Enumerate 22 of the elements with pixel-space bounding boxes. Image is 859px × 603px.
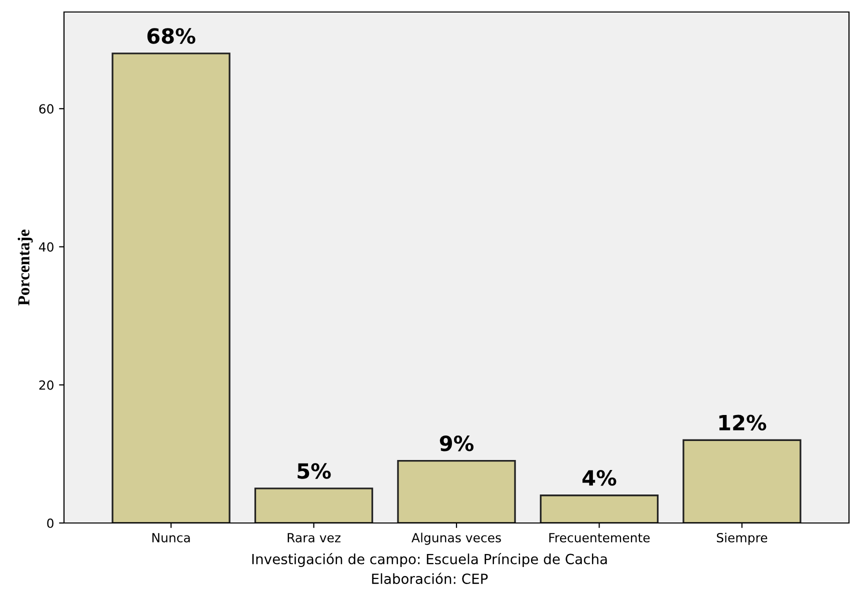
data-label: 5% <box>298 463 331 479</box>
y-axis-title: Porcentaje <box>18 230 33 306</box>
data-label: 9% <box>440 436 474 452</box>
data-label: 4% <box>582 470 616 486</box>
x-tick-label: Algunas veces <box>412 532 501 545</box>
data-label: 12% <box>719 414 766 431</box>
x-tick-label: Siempre <box>716 532 768 545</box>
y-tick-label: 20 <box>39 380 54 390</box>
bar <box>112 52 230 523</box>
bar <box>397 460 516 523</box>
y-tick-label: 60 <box>39 104 54 114</box>
bar <box>540 494 659 523</box>
x-tick-label: Frecuentemente <box>549 533 650 542</box>
y-tick-label: 0 <box>47 518 54 528</box>
y-tick-label: 40 <box>38 242 54 252</box>
bar <box>682 439 802 523</box>
text: Investigación de campo: Escuela Príncipe de Cacha <box>252 553 607 567</box>
text: Elaboración: CEP <box>372 572 488 584</box>
data-label: 68% <box>147 28 196 44</box>
x-tick-label: Rara vez <box>288 533 340 542</box>
x-tick-label: Nunca <box>152 533 190 542</box>
bar <box>254 488 374 523</box>
